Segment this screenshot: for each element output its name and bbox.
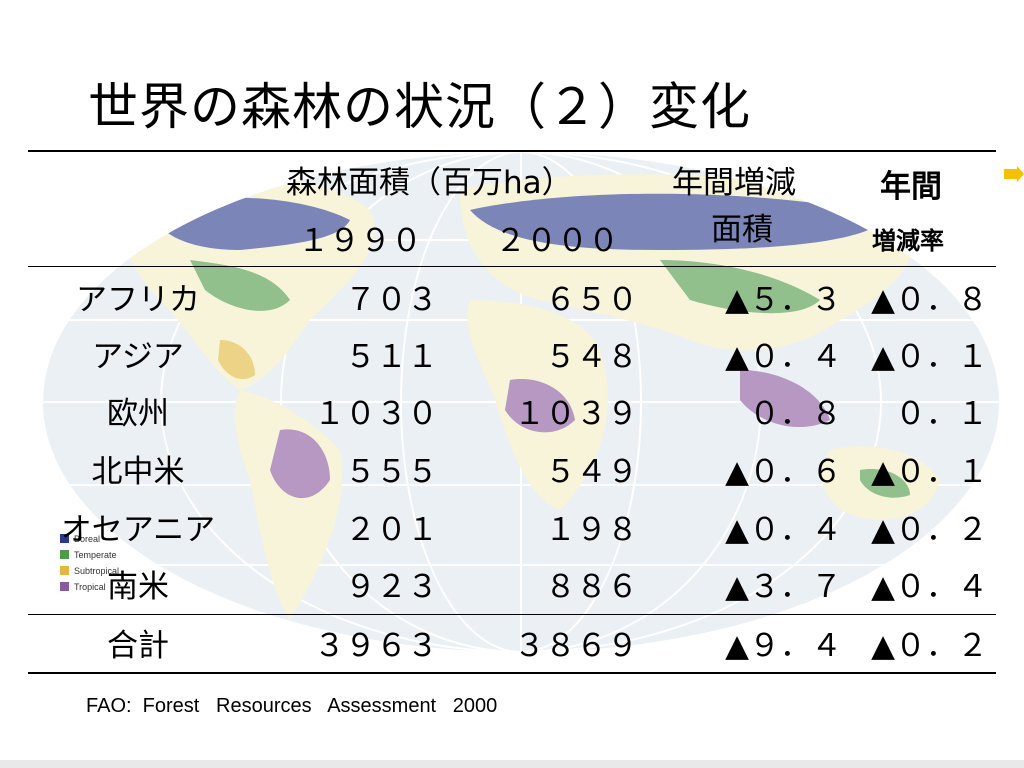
table-row: 北中米 ５５５ ５４９ ▲０．６ ▲０．１: [0, 452, 1024, 492]
legend-swatch-boreal: [60, 534, 69, 543]
header-year-2000: ２０００: [495, 223, 619, 259]
header-annual-change: 年間増減: [672, 165, 796, 201]
change-rate-cell: ▲０．１: [871, 339, 988, 375]
table-row: 南米 ９２３ ８８６ ▲３．７ ▲０．４: [0, 567, 1024, 607]
header-change-rate: 増減率: [872, 227, 944, 255]
area-1990-cell: ９２３: [345, 569, 438, 605]
region-cell: 欧州: [107, 396, 169, 432]
header-annual: 年間: [880, 169, 942, 205]
change-rate-cell: ▲０．４: [871, 569, 988, 605]
legend-swatch-tropical: [60, 582, 69, 591]
slide-title: 世界の森林の状況（２）変化: [88, 78, 751, 136]
table-total-row: 合計 ３９６３ ３８６９ ▲９．４ ▲０．２: [0, 626, 1024, 666]
table-row: オセアニア ２０１ １９８ ▲０．４ ▲０．２: [0, 510, 1024, 550]
area-2000-cell: ６５０: [545, 282, 638, 318]
total-divider: [28, 614, 996, 615]
area-2000-cell: ８８６: [545, 569, 638, 605]
legend-label-temperate: Temperate: [74, 550, 117, 560]
table-row: 欧州 １０３０ １０３９ ０．８ ０．１: [0, 394, 1024, 434]
region-cell: オセアニア: [60, 512, 216, 548]
change-rate-cell: ▲０．８: [871, 282, 988, 318]
change-area-cell: ▲０．４: [725, 339, 842, 375]
area-1990-cell: ５５５: [345, 454, 438, 490]
table-top-rule: [28, 150, 996, 152]
source-citation: FAO: Forest Resources Assessment 2000: [86, 695, 498, 717]
change-area-cell: ▲０．４: [725, 512, 842, 548]
change-area-cell: ▲５．３: [725, 282, 842, 318]
legend-label-tropical: Tropical: [74, 582, 106, 592]
world-forest-map: Boreal Temperate Subtropical Tropical: [43, 152, 999, 652]
area-1990-cell: １０３０: [314, 396, 438, 432]
arrow-bullet-icon: [1004, 166, 1024, 182]
area-2000-cell: ５４９: [545, 454, 638, 490]
table-row: アフリカ ７０３ ６５０ ▲５．３ ▲０．８: [0, 280, 1024, 320]
header-divider: [28, 266, 996, 267]
change-rate-cell: ▲０．１: [871, 454, 988, 490]
change-rate-cell: ０．１: [895, 396, 988, 432]
total-change-area-cell: ▲９．４: [725, 628, 842, 664]
legend-label-boreal: Boreal: [74, 534, 100, 544]
header-forest-area: 森林面積（百万ha）: [286, 165, 573, 201]
change-area-cell: ０．８: [749, 396, 842, 432]
header-year-1990: １９９０: [298, 223, 422, 259]
region-cell: アフリカ: [76, 282, 200, 318]
table-bottom-rule: [28, 672, 996, 674]
legend-swatch-temperate: [60, 550, 69, 559]
area-2000-cell: １０３９: [514, 396, 638, 432]
region-cell: アジア: [92, 339, 184, 375]
bottom-bar: [0, 760, 1024, 768]
total-2000-cell: ３８６９: [514, 628, 638, 664]
area-1990-cell: ２０１: [345, 512, 438, 548]
region-cell: 南米: [107, 569, 169, 605]
map-legend: Boreal Temperate Subtropical Tropical: [60, 534, 119, 592]
header-area: 面積: [711, 212, 773, 248]
total-change-rate-cell: ▲０．２: [871, 628, 988, 664]
area-1990-cell: ７０３: [345, 282, 438, 318]
region-cell: 北中米: [91, 454, 185, 490]
change-area-cell: ▲０．６: [725, 454, 842, 490]
change-area-cell: ▲３．７: [725, 569, 842, 605]
table-row: アジア ５１１ ５４８ ▲０．４ ▲０．１: [0, 337, 1024, 377]
area-2000-cell: ５４８: [545, 339, 638, 375]
area-1990-cell: ５１１: [345, 339, 438, 375]
area-2000-cell: １９８: [545, 512, 638, 548]
change-rate-cell: ▲０．２: [871, 512, 988, 548]
total-label-cell: 合計: [107, 628, 169, 664]
legend-swatch-subtropical: [60, 566, 69, 575]
legend-label-subtropical: Subtropical: [74, 566, 119, 576]
total-1990-cell: ３９６３: [314, 628, 438, 664]
